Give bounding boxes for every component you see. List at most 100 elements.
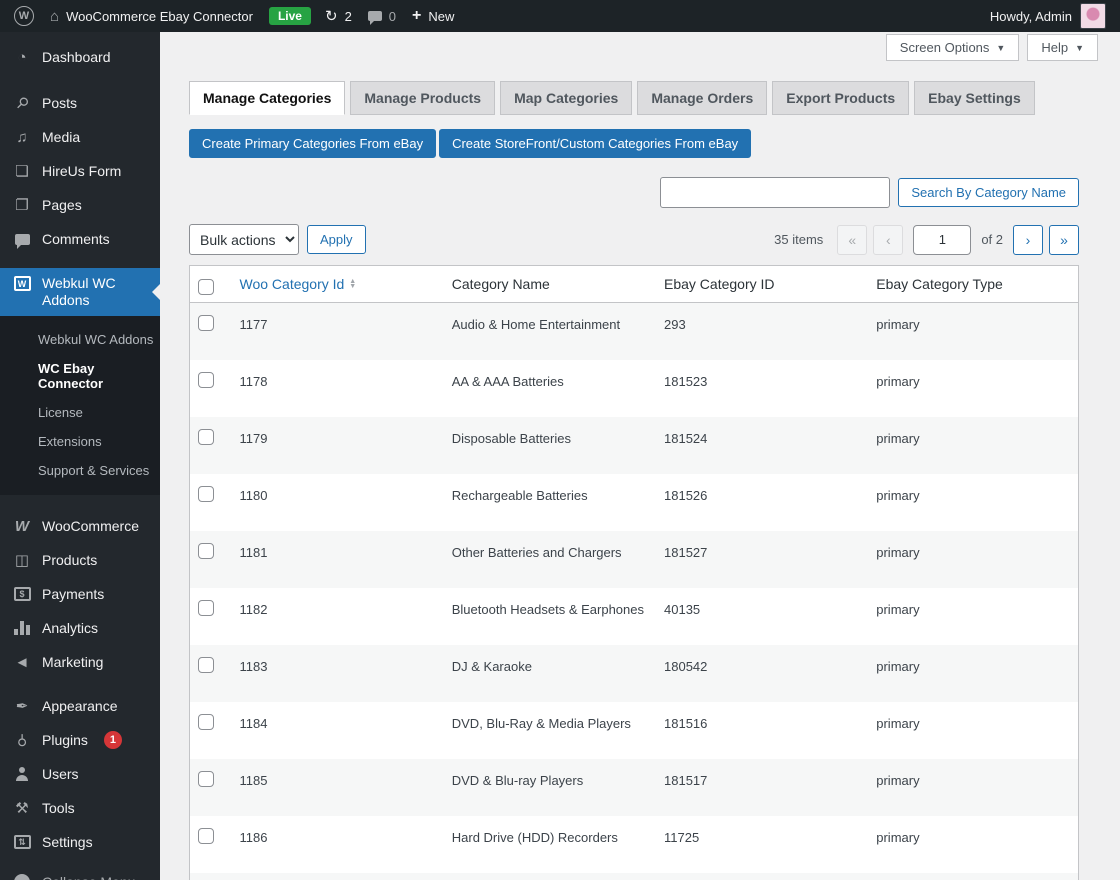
submenu-item-extensions[interactable]: Extensions — [0, 427, 160, 456]
row-checkbox-cell — [190, 303, 230, 360]
wordpress-menu[interactable]: W — [14, 6, 34, 26]
create-storefront-categories-button[interactable]: Create StoreFront/Custom Categories From… — [439, 129, 751, 158]
sidebar-item-media[interactable]: ♫ Media — [0, 120, 160, 154]
sidebar-item-analytics[interactable]: Analytics — [0, 611, 160, 645]
bulk-actions-select[interactable]: Bulk actions — [189, 224, 299, 255]
table-cell: 181513 — [654, 873, 866, 880]
row-checkbox[interactable] — [198, 429, 214, 445]
row-checkbox[interactable] — [198, 315, 214, 331]
sidebar-item-users[interactable]: Users — [0, 757, 160, 791]
row-checkbox[interactable] — [198, 372, 214, 388]
row-checkbox-cell — [190, 474, 230, 531]
sort-down-icon: ▼ — [349, 284, 356, 289]
table-cell: 1178 — [230, 360, 442, 417]
tab-manage-products[interactable]: Manage Products — [350, 81, 495, 115]
column-header-ebay-category-id: Ebay Category ID — [654, 266, 866, 303]
new-menu[interactable]: + New — [412, 7, 454, 25]
woocommerce-icon: W — [12, 518, 32, 535]
sidebar-item-comments[interactable]: Comments — [0, 222, 160, 256]
row-checkbox[interactable] — [198, 486, 214, 502]
table-cell: primary — [866, 588, 1078, 645]
chevron-down-icon: ▼ — [996, 43, 1005, 53]
sidebar-item-products[interactable]: ◫ Products — [0, 543, 160, 577]
main-content: Screen Options ▼ Help ▼ Manage Categorie… — [160, 32, 1120, 880]
submenu-item-support-services[interactable]: Support & Services — [0, 456, 160, 485]
table-cell: primary — [866, 474, 1078, 531]
sliders-glyph: ⇅ — [14, 835, 31, 849]
webkul-submenu: Webkul WC Addons WC Ebay Connector Licen… — [0, 316, 160, 495]
table-cell: primary — [866, 816, 1078, 873]
sidebar-item-tools[interactable]: ⚒ Tools — [0, 791, 160, 825]
sidebar-item-payments[interactable]: $ Payments — [0, 577, 160, 611]
row-checkbox[interactable] — [198, 771, 214, 787]
search-by-category-name-button[interactable]: Search By Category Name — [898, 178, 1079, 207]
table-cell: primary — [866, 360, 1078, 417]
tab-manage-orders[interactable]: Manage Orders — [637, 81, 767, 115]
submenu-item-wc-ebay-connector[interactable]: WC Ebay Connector — [0, 354, 160, 398]
sidebar-item-appearance[interactable]: ✒ Appearance — [0, 689, 160, 723]
sidebar-item-webkul-wc-addons[interactable]: W Webkul WC Addons — [0, 268, 160, 316]
howdy-text[interactable]: Howdy, Admin — [990, 9, 1072, 24]
tab-ebay-settings[interactable]: Ebay Settings — [914, 81, 1035, 115]
sidebar-item-label: Pages — [42, 197, 82, 213]
sidebar-item-hireus-form[interactable]: ❏ HireUs Form — [0, 154, 160, 188]
table-cell: 181526 — [654, 474, 866, 531]
pin-icon: ⚲ — [12, 94, 32, 112]
sidebar-item-posts[interactable]: ⚲ Posts — [0, 86, 160, 120]
current-page-input[interactable] — [913, 225, 971, 255]
tab-manage-categories[interactable]: Manage Categories — [189, 81, 345, 115]
screen-options-button[interactable]: Screen Options ▼ — [886, 34, 1020, 61]
updates-link[interactable]: ↻ 2 — [325, 7, 352, 25]
row-checkbox[interactable] — [198, 657, 214, 673]
column-header-woo-category-id[interactable]: Woo Category Id ▲ ▼ — [230, 266, 442, 303]
row-checkbox-cell — [190, 360, 230, 417]
row-checkbox-cell — [190, 759, 230, 816]
sidebar-item-settings[interactable]: ⇅ Settings — [0, 825, 160, 859]
tab-export-products[interactable]: Export Products — [772, 81, 909, 115]
help-button[interactable]: Help ▼ — [1027, 34, 1098, 61]
table-cell: 293 — [654, 303, 866, 360]
chevron-down-icon: ▼ — [1075, 43, 1084, 53]
collapse-menu-button[interactable]: ◀ Collapse Menu — [0, 865, 160, 880]
select-all-checkbox[interactable] — [198, 279, 214, 295]
table-cell: 181523 — [654, 360, 866, 417]
column-header-ebay-category-type: Ebay Category Type — [866, 266, 1078, 303]
row-checkbox[interactable] — [198, 828, 214, 844]
pin-glyph: ⚲ — [12, 93, 33, 114]
prev-page-button[interactable]: ‹ — [873, 225, 903, 255]
comments-link[interactable]: 0 — [368, 9, 396, 24]
row-checkbox[interactable] — [198, 600, 214, 616]
submenu-item-webkul-wc-addons[interactable]: Webkul WC Addons — [0, 325, 160, 354]
table-cell: 1185 — [230, 759, 442, 816]
table-cell: 1180 — [230, 474, 442, 531]
table-cell: 11725 — [654, 816, 866, 873]
admin-sidebar: ◔ Dashboard ⚲ Posts ♫ Media ❏ HireUs For… — [0, 32, 160, 880]
tab-map-categories[interactable]: Map Categories — [500, 81, 632, 115]
apply-button[interactable]: Apply — [307, 225, 366, 254]
sidebar-item-dashboard[interactable]: ◔ Dashboard — [0, 40, 160, 74]
sidebar-item-marketing[interactable]: ◄ Marketing — [0, 645, 160, 679]
updates-count: 2 — [345, 9, 352, 24]
help-label: Help — [1041, 40, 1068, 55]
first-page-button[interactable]: « — [837, 225, 867, 255]
category-table: Woo Category Id ▲ ▼ Category Name Ebay C… — [189, 265, 1079, 880]
sidebar-item-plugins[interactable]: ⚲ Plugins 1 — [0, 723, 160, 757]
next-page-button[interactable]: › — [1013, 225, 1043, 255]
table-row: 1186Hard Drive (HDD) Recorders11725prima… — [190, 816, 1079, 873]
user-icon — [12, 767, 32, 781]
table-row: 1179Disposable Batteries181524primary — [190, 417, 1079, 474]
table-cell: 1177 — [230, 303, 442, 360]
submenu-item-license[interactable]: License — [0, 398, 160, 427]
create-primary-categories-button[interactable]: Create Primary Categories From eBay — [189, 129, 436, 158]
sidebar-item-pages[interactable]: ❐ Pages — [0, 188, 160, 222]
updates-icon: ↻ — [325, 7, 338, 25]
site-link[interactable]: ⌂ WooCommerce Ebay Connector — [50, 8, 253, 25]
category-search-input[interactable] — [660, 177, 890, 208]
sidebar-item-label: Appearance — [42, 698, 118, 714]
last-page-button[interactable]: » — [1049, 225, 1079, 255]
sidebar-item-woocommerce[interactable]: W WooCommerce — [0, 509, 160, 543]
row-checkbox[interactable] — [198, 714, 214, 730]
table-row: 1183DJ & Karaoke180542primary — [190, 645, 1079, 702]
row-checkbox[interactable] — [198, 543, 214, 559]
user-avatar[interactable] — [1080, 3, 1106, 29]
